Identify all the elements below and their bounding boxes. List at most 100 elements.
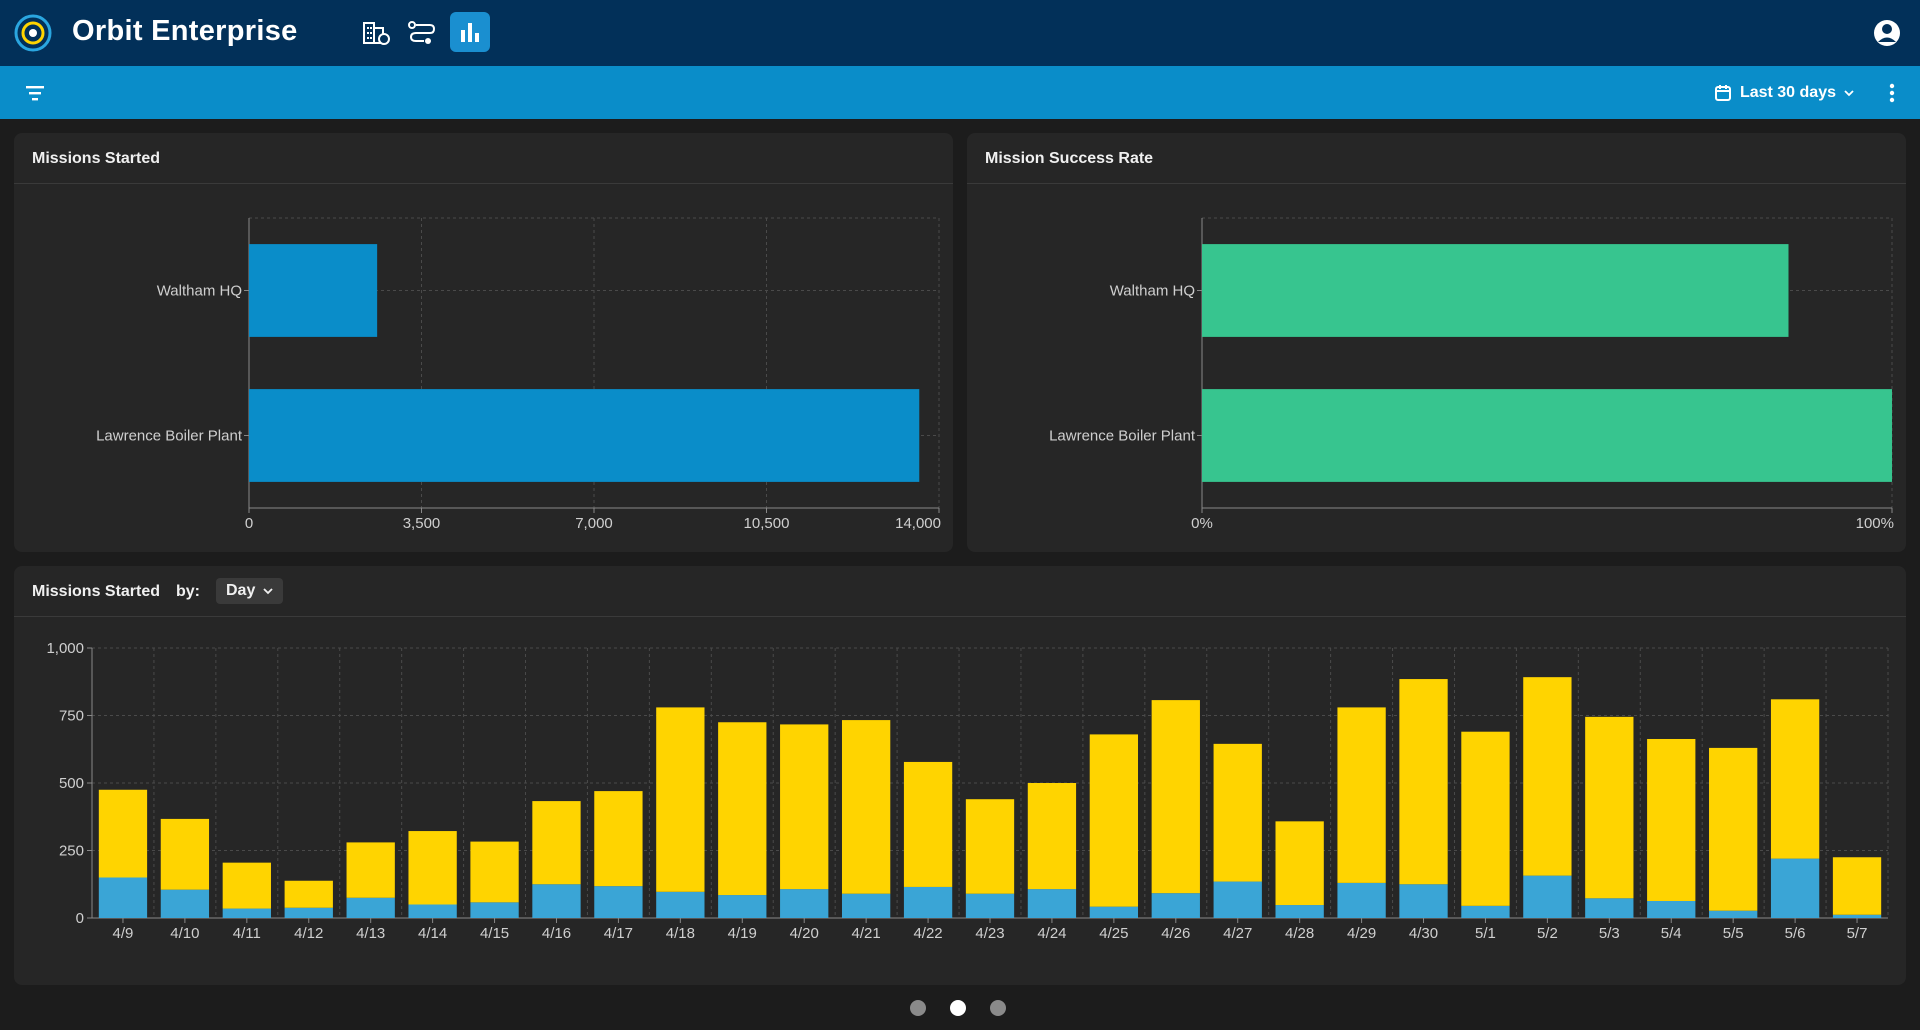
bar-segment-bottom xyxy=(1089,906,1139,918)
x-tick-label: 5/3 xyxy=(1599,925,1620,942)
x-tick-label: 0 xyxy=(245,515,253,532)
x-tick-label: 4/27 xyxy=(1223,925,1252,942)
x-tick-label: 4/29 xyxy=(1347,925,1376,942)
x-tick-label: 4/17 xyxy=(604,925,633,942)
bar-segment-top xyxy=(1151,700,1200,894)
x-tick-label: 5/5 xyxy=(1723,925,1744,942)
bar-segment-bottom xyxy=(532,884,581,918)
x-tick-label: 4/25 xyxy=(1099,925,1128,942)
x-tick-label: 4/11 xyxy=(233,925,261,942)
bar-segment-bottom xyxy=(470,902,519,918)
bar-segment-top xyxy=(1832,857,1882,915)
bar-segment-top xyxy=(594,791,643,887)
bar-segment-top xyxy=(656,707,705,892)
y-tick-label: 250 xyxy=(59,843,84,860)
x-tick-label: 4/9 xyxy=(113,925,134,942)
x-tick-label: 4/22 xyxy=(913,925,942,942)
bar-segment-top xyxy=(160,818,210,890)
date-range-selector[interactable]: Last 30 days xyxy=(1714,79,1854,107)
bar-segment-bottom xyxy=(1461,905,1510,918)
x-tick-label: 4/23 xyxy=(975,925,1004,942)
mission-success-rate-panel: Mission Success Rate Waltham HQ Lawrence … xyxy=(967,133,1906,552)
bar xyxy=(249,244,378,337)
user-account-icon[interactable] xyxy=(1872,18,1902,48)
group-by-select[interactable]: Day xyxy=(216,578,284,604)
x-tick-label: 4/21 xyxy=(852,925,881,942)
bar-segment-bottom xyxy=(1399,884,1448,918)
x-tick-label: 4/16 xyxy=(542,925,571,942)
bar-segment-bottom xyxy=(1027,889,1077,918)
y-tick-label: 0 xyxy=(76,910,84,927)
more-options-icon[interactable] xyxy=(1888,82,1896,104)
bar-segment-top xyxy=(1027,783,1077,890)
bar-chart-icon[interactable] xyxy=(450,12,490,52)
orbit-logo-icon xyxy=(14,14,52,52)
y-tick-label: Lawrence Boiler Plant xyxy=(96,428,243,445)
y-tick-label: Waltham HQ xyxy=(1110,283,1195,300)
x-tick-label: 4/13 xyxy=(356,925,385,942)
bar-segment-top xyxy=(1523,677,1572,876)
x-tick-label: 5/4 xyxy=(1661,925,1682,942)
x-tick-label: 4/19 xyxy=(728,925,757,942)
page-indicator xyxy=(910,998,1010,1018)
buildings-icon[interactable] xyxy=(356,12,396,52)
bar-segment-bottom xyxy=(656,891,705,918)
x-tick-label: 3,500 xyxy=(403,515,441,532)
x-tick-label: 7,000 xyxy=(575,515,613,532)
bar-segment-bottom xyxy=(1770,858,1820,918)
bar-segment-top xyxy=(284,880,333,908)
x-tick-label: 0% xyxy=(1191,515,1213,532)
bar xyxy=(249,389,920,482)
bar-segment-top xyxy=(1275,821,1324,906)
bar-segment-top xyxy=(841,720,891,894)
page-dot[interactable] xyxy=(910,1000,926,1016)
route-icon[interactable] xyxy=(402,12,442,52)
missions-started-panel: Missions Started Waltham HQ Lawrence Boil… xyxy=(14,133,953,552)
bar-segment-bottom xyxy=(1647,900,1696,918)
bar-segment-bottom xyxy=(1213,881,1262,918)
bar-segment-bottom xyxy=(965,893,1015,918)
filter-toolbar: Last 30 days xyxy=(0,66,1920,119)
bar-segment-top xyxy=(1399,679,1448,885)
x-tick-label: 5/1 xyxy=(1475,925,1496,942)
bar-segment-top xyxy=(1770,699,1820,859)
filter-icon[interactable] xyxy=(24,83,46,103)
bar-segment-top xyxy=(780,724,829,890)
bar-segment-bottom xyxy=(1337,882,1386,918)
panel-header: Mission Success Rate xyxy=(967,133,1906,184)
panel-title: Missions Started xyxy=(32,150,161,167)
page-dot[interactable] xyxy=(990,1000,1006,1016)
bar xyxy=(1202,389,1892,482)
bar-segment-top xyxy=(98,789,148,878)
panel-header: Missions Started by: Day xyxy=(14,566,1906,617)
x-tick-label: 4/20 xyxy=(790,925,819,942)
x-tick-label: 4/26 xyxy=(1161,925,1190,942)
chevron-down-icon xyxy=(263,588,273,595)
page-dot-active[interactable] xyxy=(950,1000,966,1016)
bar xyxy=(1202,244,1789,337)
top-app-bar: Orbit Enterprise xyxy=(0,0,1920,66)
x-tick-label: 4/30 xyxy=(1409,925,1438,942)
y-tick-label: Waltham HQ xyxy=(157,283,242,300)
group-by-value: Day xyxy=(226,582,256,599)
x-tick-label: 4/24 xyxy=(1037,925,1066,942)
y-tick-label: 1,000 xyxy=(46,640,84,657)
panel-header: Missions Started xyxy=(14,133,953,184)
x-tick-label: 5/2 xyxy=(1537,925,1558,942)
x-tick-label: 14,000 xyxy=(895,515,941,532)
bar-segment-top xyxy=(1647,738,1696,901)
app-title: Orbit Enterprise xyxy=(72,15,298,47)
x-tick-label: 4/12 xyxy=(294,925,323,942)
bar-segment-top xyxy=(1089,734,1139,907)
mission-success-rate-chart: Waltham HQ Lawrence Boiler Plant 0% 100% xyxy=(1049,217,1894,532)
bar-segment-bottom xyxy=(1585,898,1634,918)
bar-segment-bottom xyxy=(718,895,767,918)
y-tick-label: 750 xyxy=(59,708,84,725)
missions-started-daily-panel: Missions Started by: Day 0 250 500 750 1,000… xyxy=(14,566,1906,985)
bar-segment-bottom xyxy=(1709,910,1758,918)
x-tick-label: 100% xyxy=(1856,515,1894,532)
bar-segment-top xyxy=(470,841,519,903)
bar-segment-bottom xyxy=(903,886,953,918)
x-tick-label: 4/10 xyxy=(170,925,199,942)
bar-segment-top xyxy=(408,831,457,905)
